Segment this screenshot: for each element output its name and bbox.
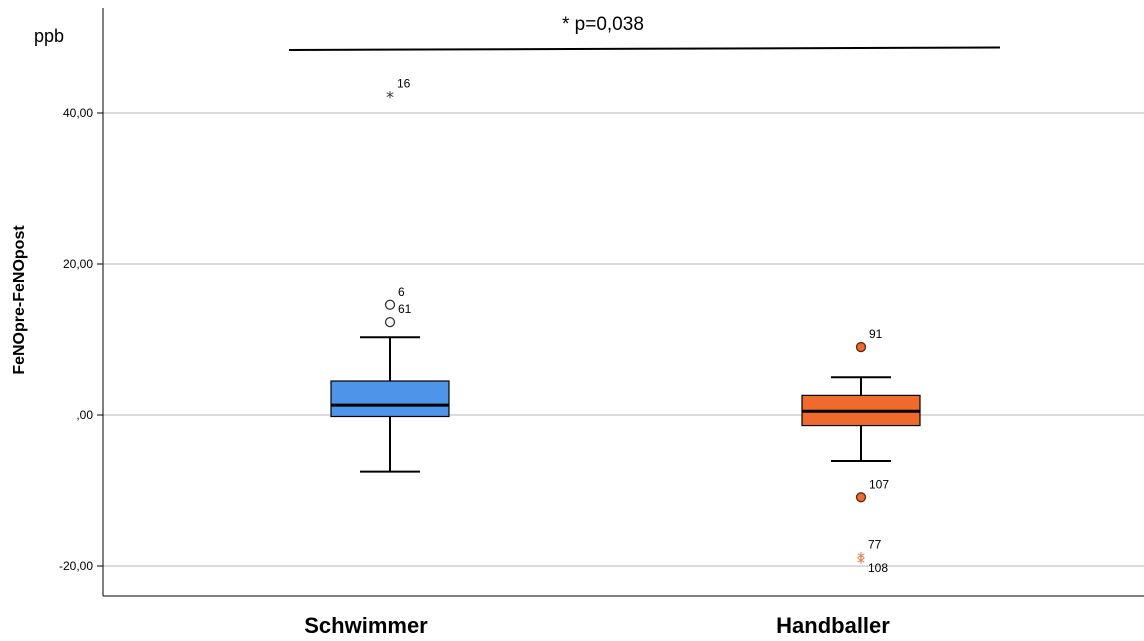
outlier-point (384, 299, 396, 310)
y-tick-label: 20,00 (63, 257, 93, 271)
outlier-label: 16 (397, 76, 411, 90)
outlier-label: 61 (398, 302, 412, 316)
outlier-label: 6 (398, 285, 405, 299)
outlier-point (384, 316, 396, 328)
y-tick-label: -20,00 (59, 559, 93, 573)
y-tick-label: ,00 (76, 408, 93, 422)
category-label-handballer: Handballer (776, 613, 890, 638)
significance-line (288, 46, 1001, 51)
extreme-point: * (857, 549, 865, 568)
y-tick-label: 40,00 (63, 106, 93, 120)
significance-label: * p=0,038 (562, 14, 644, 35)
outlier-label: 91 (869, 327, 883, 341)
outlier-label: 108 (868, 561, 888, 575)
extreme-point: * (386, 87, 394, 106)
schwimmer-box (330, 380, 450, 418)
outlier-point (855, 341, 867, 353)
outlier-point (855, 492, 867, 503)
outlier-label: 77 (868, 538, 882, 552)
unit-label: ppb (34, 26, 65, 46)
outlier-label: 107 (869, 477, 889, 491)
y-axis-title: FeNOpre-FeNOpost (11, 225, 28, 375)
category-label-schwimmer: Schwimmer (304, 613, 428, 638)
extreme-point: * (857, 553, 865, 572)
